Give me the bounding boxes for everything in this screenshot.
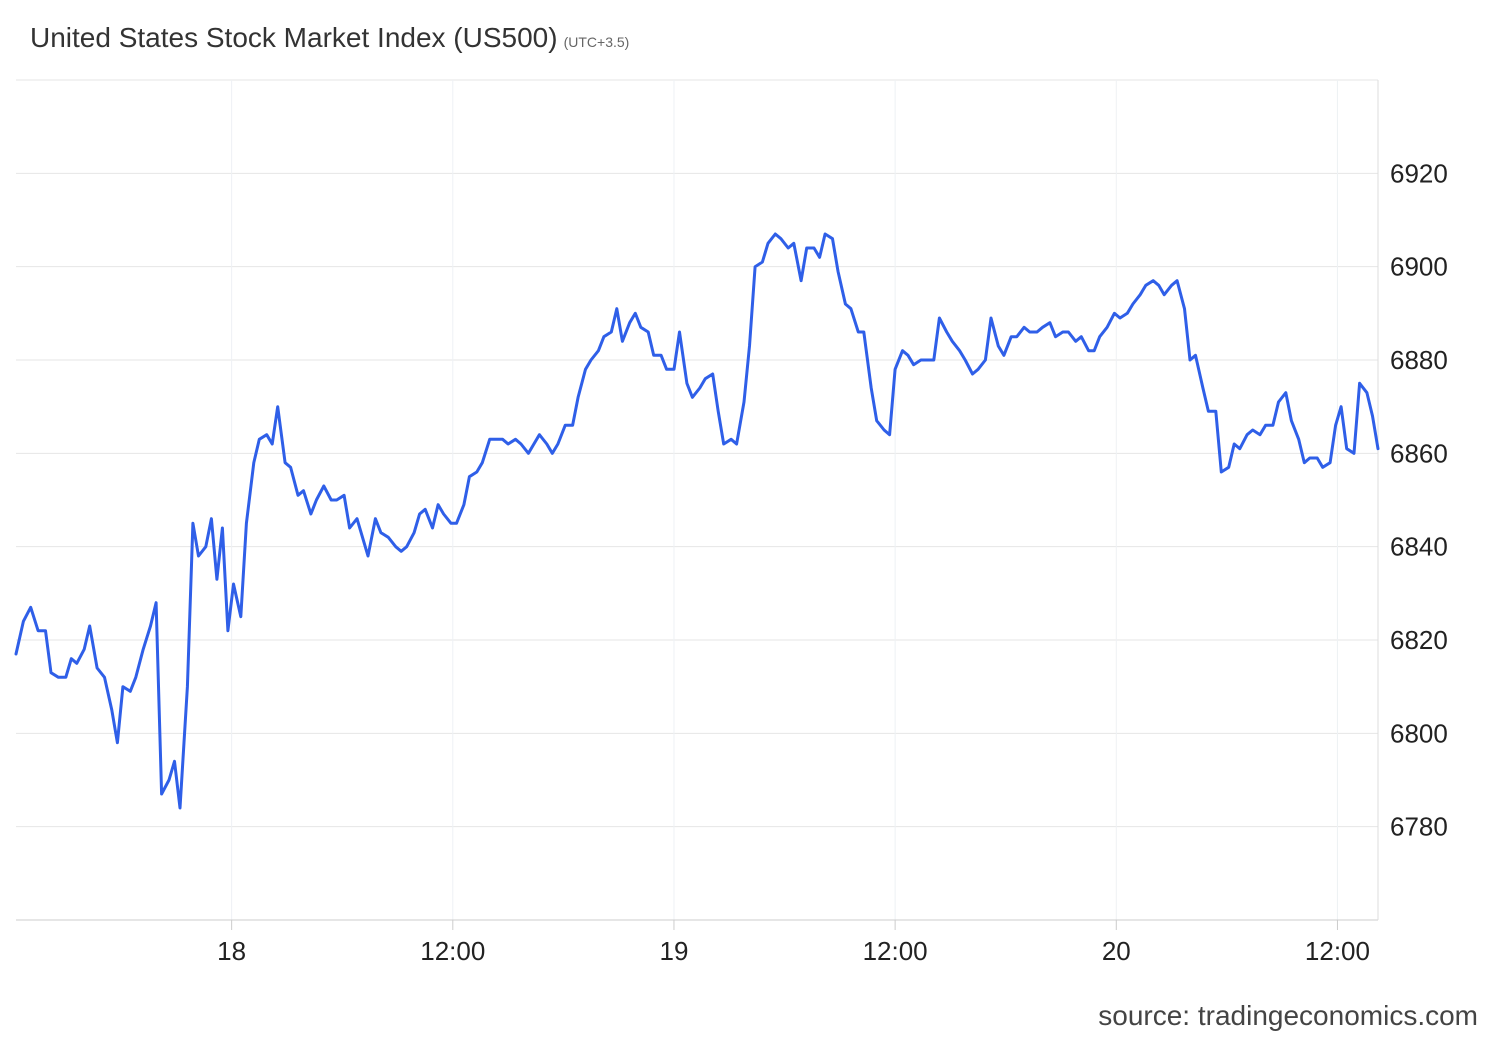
x-tick-label: 18	[217, 936, 246, 966]
y-tick-label: 6880	[1390, 345, 1448, 375]
y-tick-label: 6820	[1390, 625, 1448, 655]
x-tick-label: 12:00	[863, 936, 928, 966]
chart-title: United States Stock Market Index (US500)	[30, 22, 558, 53]
chart-subtitle: (UTC+3.5)	[563, 34, 630, 50]
y-tick-label: 6800	[1390, 718, 1448, 748]
chart-header: United States Stock Market Index (US500)…	[30, 22, 629, 54]
x-tick-label: 19	[660, 936, 689, 966]
y-tick-label: 6920	[1390, 158, 1448, 188]
y-axis: 6780 6800 6820 6840 6860 6880 6900 6920	[1390, 158, 1448, 841]
x-tick-label: 20	[1102, 936, 1131, 966]
y-tick-label: 6780	[1390, 812, 1448, 842]
y-tick-label: 6860	[1390, 438, 1448, 468]
source-credit: source: tradingeconomics.com	[1098, 1000, 1478, 1031]
x-tick-label: 12:00	[1305, 936, 1370, 966]
x-axis: 18 12:00 19 12:00 20 12:00	[217, 936, 1370, 966]
series-line	[14, 232, 1380, 810]
grid-lines	[16, 79, 1379, 930]
y-tick-label: 6840	[1390, 532, 1448, 562]
x-tick-label: 12:00	[420, 936, 485, 966]
y-tick-label: 6900	[1390, 252, 1448, 282]
